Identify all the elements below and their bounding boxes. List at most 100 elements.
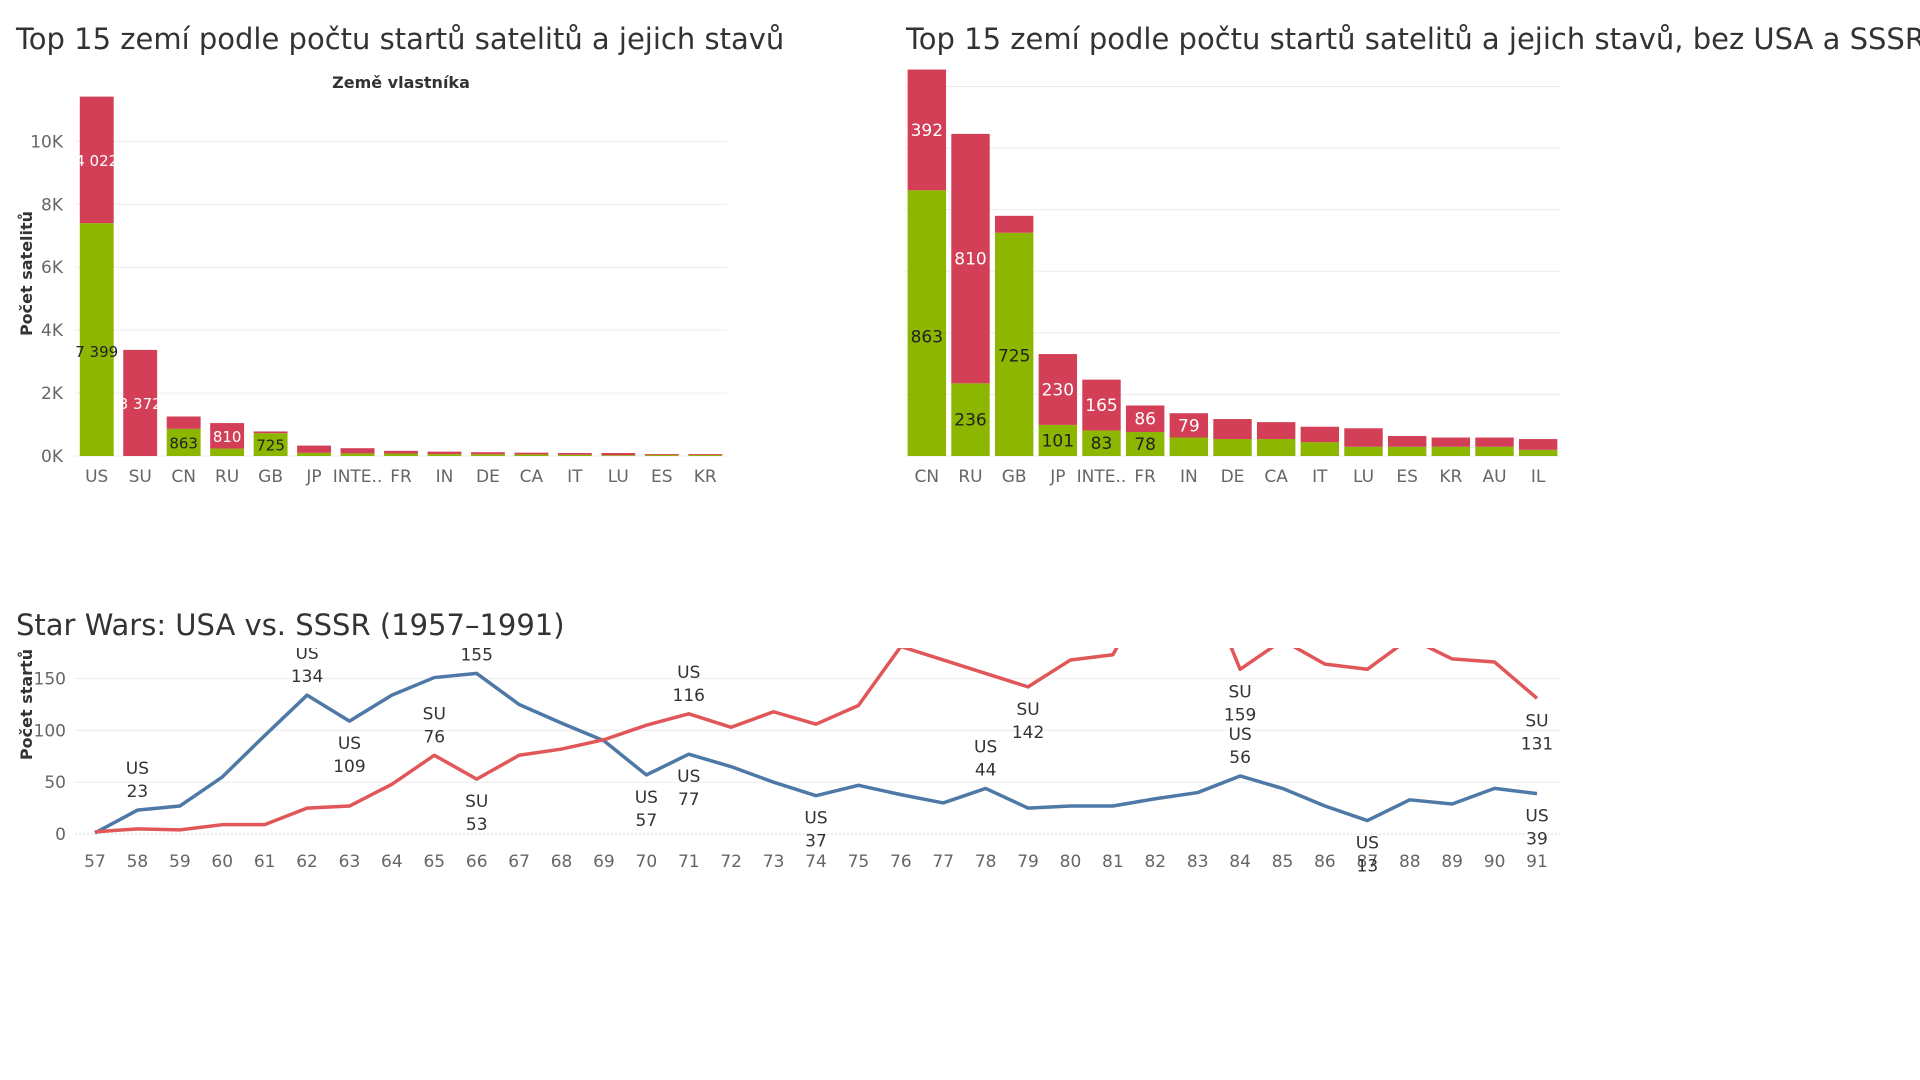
bar-segment-inactive	[1038, 354, 1078, 425]
bar-segment-active	[601, 455, 636, 456]
bar-segment-inactive	[688, 454, 723, 456]
x-tick-label: 69	[593, 852, 615, 872]
data-annotation-code: US	[677, 767, 700, 787]
x-tick-label: KR	[1439, 467, 1462, 487]
bar-data-label: 3 372	[119, 395, 162, 413]
x-tick-label: 90	[1484, 852, 1506, 872]
bar-segment-active	[297, 452, 332, 456]
x-tick-label: RU	[958, 467, 982, 487]
data-annotation-code: US	[677, 663, 700, 683]
data-annotation-code: US	[804, 809, 827, 829]
bar-segment-inactive	[514, 452, 549, 455]
x-tick-label: IN	[436, 467, 454, 487]
x-tick-label: INTE..	[1077, 467, 1127, 487]
bar-segment-inactive	[907, 69, 947, 191]
bar-segment-inactive	[79, 96, 114, 224]
bar-segment-active	[644, 455, 679, 456]
bar-data-label: 863	[911, 327, 943, 347]
y-tick-label: 2K	[41, 384, 64, 404]
bar-data-label: 165	[1085, 396, 1117, 416]
bar-data-label: 392	[911, 121, 943, 141]
bar-segment-inactive	[166, 416, 201, 429]
y-tick-label: 0	[55, 825, 66, 845]
y-tick-label: 50	[44, 773, 66, 793]
bar-segment-active	[470, 454, 505, 456]
data-annotation-value: 155	[460, 648, 492, 665]
bar-segment-inactive	[1344, 428, 1383, 447]
bar-segment-inactive	[1169, 413, 1209, 438]
x-tick-label: CA	[1264, 467, 1288, 487]
x-tick-label: DE	[1221, 467, 1245, 487]
data-annotation-code: US	[635, 788, 658, 808]
x-tick-label: 76	[890, 852, 912, 872]
x-tick-label: CA	[520, 467, 544, 487]
bar-segment-active	[1344, 446, 1383, 456]
x-tick-label: 59	[169, 852, 191, 872]
bar-segment-active	[1300, 442, 1340, 456]
bar-segment-active	[1169, 437, 1209, 456]
x-tick-label: 75	[848, 852, 870, 872]
x-tick-label: IL	[1531, 467, 1546, 487]
bar-segment-active	[994, 232, 1034, 456]
bar-segment-inactive	[210, 423, 245, 449]
x-tick-label: IT	[1312, 467, 1328, 487]
bar-chart-top15: 0K 2K 4K 6K 8K 10K Země vlastníka Počet satelit…	[17, 73, 727, 487]
bar-data-label: 86	[1134, 410, 1156, 430]
data-annotation-value: 77	[678, 790, 700, 810]
x-tick-label: 74	[805, 852, 827, 872]
bar-segment-active	[166, 428, 201, 456]
bar-segment-active	[1082, 430, 1121, 456]
x-tick-label: 85	[1272, 852, 1294, 872]
bar-segment-active	[514, 454, 549, 456]
y-axis-label: Počet startů	[17, 649, 36, 760]
bar-data-label: 83	[1091, 434, 1113, 454]
bar-data-label: 725	[998, 347, 1030, 367]
x-tick-label: 64	[381, 852, 403, 872]
bar-data-label: 725	[256, 437, 285, 455]
bar-segment-inactive	[1082, 379, 1121, 431]
x-tick-label: 78	[975, 852, 997, 872]
bar-segment-active	[210, 448, 245, 456]
bar-segment-inactive	[470, 452, 505, 455]
x-tick-label: 82	[1144, 852, 1166, 872]
bar-segment-active	[1387, 446, 1427, 456]
x-tick-label: DE	[476, 467, 500, 487]
bar-segment-inactive	[1125, 405, 1165, 432]
bar-data-label: 79	[1178, 416, 1200, 436]
y-tick-label: 6K	[41, 258, 64, 278]
y-tick-label: 0K	[41, 447, 64, 467]
y-tick-label: 4K	[41, 321, 64, 341]
x-tick-label: JP	[305, 467, 321, 487]
bar-data-label: 863	[169, 434, 198, 452]
y-tick-label: 150	[34, 670, 66, 690]
bar-segment-inactive	[340, 448, 375, 454]
y-tick-label: 8K	[41, 195, 64, 215]
x-tick-label: IN	[1180, 467, 1198, 487]
x-tick-label: 79	[1017, 852, 1039, 872]
bar-segment-inactive	[1431, 437, 1471, 447]
data-annotation-code: US	[338, 734, 361, 754]
x-tick-label: 57	[84, 852, 106, 872]
bar-data-label: 810	[954, 250, 986, 270]
bar-segment-active	[384, 453, 418, 456]
bar-data-label: 7 399	[75, 343, 118, 361]
x-tick-label: 88	[1399, 852, 1421, 872]
data-annotation-value: 39	[1526, 830, 1548, 850]
bar-segment-active	[1256, 439, 1296, 456]
data-annotation-code: US	[1525, 807, 1548, 827]
x-tick-label: KR	[694, 467, 717, 487]
bar-segment-inactive	[297, 445, 332, 453]
data-annotation-value: 131	[1521, 734, 1553, 754]
data-annotation-code: SU	[1525, 711, 1548, 731]
x-tick-label: 73	[763, 852, 785, 872]
x-tick-label: 68	[551, 852, 573, 872]
series-line-su	[94, 648, 1539, 834]
x-tick-label: 89	[1441, 852, 1463, 872]
x-tick-label: SU	[129, 467, 152, 487]
x-tick-label: JP	[1049, 467, 1065, 487]
y-axis-label: Počet satelitů	[17, 211, 36, 336]
x-tick-label: 71	[678, 852, 700, 872]
bar-data-label: 236	[954, 411, 986, 431]
chart-title-top15-without-us-su: Top 15 zemí podle počtu startů satelitů …	[906, 22, 1920, 56]
data-annotation-value: 13	[1357, 857, 1379, 877]
